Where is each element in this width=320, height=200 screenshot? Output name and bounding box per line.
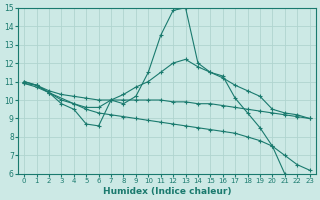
X-axis label: Humidex (Indice chaleur): Humidex (Indice chaleur) xyxy=(103,187,231,196)
